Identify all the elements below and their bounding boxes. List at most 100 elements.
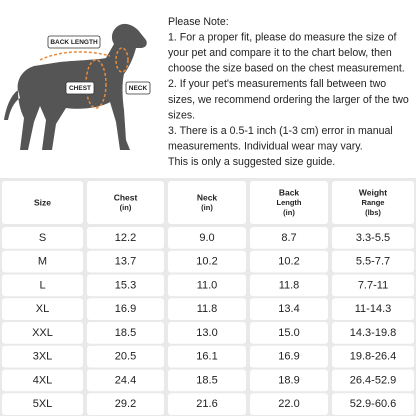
cell-text: 24.4 <box>115 374 136 386</box>
label: CHEST <box>69 85 91 92</box>
cell <box>250 393 328 415</box>
note-line: measurements. Individual wear may vary. <box>168 141 363 153</box>
cell-text: 4XL <box>33 374 53 386</box>
back-line <box>39 51 111 61</box>
cell-text: L <box>39 279 45 291</box>
cell <box>250 322 328 344</box>
cell <box>87 322 164 344</box>
cell-text: 13.4 <box>278 303 299 315</box>
header-text: Back <box>279 187 300 197</box>
cell-text: XXL <box>32 327 53 339</box>
header-text: (lbs) <box>365 208 381 217</box>
header-text: Chest <box>114 192 138 202</box>
cell <box>168 274 246 297</box>
cell <box>87 393 164 415</box>
cell <box>168 227 246 249</box>
cell <box>332 393 414 415</box>
cell <box>250 369 328 392</box>
cell-text: M <box>38 256 47 268</box>
header-cell <box>332 181 414 224</box>
cell <box>168 369 246 392</box>
header-text: Neck <box>197 192 218 202</box>
cell-text: 16.9 <box>278 351 299 363</box>
note-line: This is only a suggested size guide. <box>168 156 335 168</box>
cell-text: 11-14.3 <box>355 303 392 315</box>
header-text: (in) <box>283 208 295 217</box>
cell-text: 18.9 <box>278 374 299 386</box>
cell-text: 10.2 <box>196 256 217 268</box>
cell <box>87 274 164 297</box>
note-line: your pet and compare it to the chart bel… <box>168 47 392 59</box>
cell <box>250 345 328 368</box>
cell <box>250 227 328 249</box>
cell-text: 29.2 <box>115 398 136 410</box>
cell-text: 22.0 <box>278 398 299 410</box>
cell <box>2 298 83 320</box>
cell <box>332 227 414 249</box>
header-cell <box>250 181 328 224</box>
cell <box>87 250 164 273</box>
cell <box>2 322 83 344</box>
cell-text: 21.6 <box>196 398 217 410</box>
header-cell <box>168 181 246 224</box>
cell-text: 20.5 <box>115 351 136 363</box>
cell-text: 13.0 <box>196 327 217 339</box>
note-line: sizes, we recommend ordering the larger … <box>168 94 409 106</box>
cell-text: 52.9-60.6 <box>350 398 396 410</box>
cell <box>87 227 164 249</box>
cell <box>332 274 414 297</box>
cell-text: 11.0 <box>197 279 218 291</box>
cell-text: 13.7 <box>115 256 136 268</box>
cell <box>87 369 164 392</box>
cell-text: 15.0 <box>278 327 299 339</box>
cell <box>168 393 246 415</box>
header-text: Range <box>362 198 385 207</box>
label-box <box>65 81 95 95</box>
cell-text: 14.3-19.8 <box>350 327 396 339</box>
cell <box>250 250 328 273</box>
cell <box>168 298 246 320</box>
header-text: (in) <box>120 203 132 212</box>
label: NECK <box>129 85 148 92</box>
cell <box>2 393 83 415</box>
cell-text: 5.5-7.7 <box>356 256 390 268</box>
cell-text: 12.2 <box>115 232 136 244</box>
cell-text: XL <box>36 303 49 315</box>
cell-text: 16.1 <box>196 351 217 363</box>
cell <box>168 345 246 368</box>
cell <box>2 345 83 368</box>
cell-text: S <box>39 232 46 244</box>
cell <box>250 274 328 297</box>
note-line: Please Note: <box>168 16 229 28</box>
cell <box>168 250 246 273</box>
header-cell <box>2 181 83 224</box>
neck-line <box>115 47 129 73</box>
cell <box>332 322 414 344</box>
cell <box>168 322 246 344</box>
cell-text: 3.3-5.5 <box>356 232 390 244</box>
cell <box>87 345 164 368</box>
cell <box>2 250 83 273</box>
cell <box>332 298 414 320</box>
header-cell <box>87 181 164 224</box>
note-line: sizes. <box>168 109 195 121</box>
header-text: Weight <box>359 187 387 197</box>
cell-text: 15.3 <box>115 279 136 291</box>
dog-illustration: BACK LENGTH CHEST NECK <box>4 23 151 151</box>
header-text: (in) <box>201 203 213 212</box>
cell <box>332 369 414 392</box>
cell-text: 18.5 <box>115 327 136 339</box>
cell-text: 5XL <box>33 398 53 410</box>
cell <box>2 227 83 249</box>
note-line: 3. There is a 0.5-1 inch (1-3 cm) error … <box>168 125 393 137</box>
cell-text: 3XL <box>33 351 53 363</box>
label-box <box>47 35 101 49</box>
cell-text: 7.7-11 <box>358 279 388 291</box>
note-line: 2. If your pet's measurements fall betwe… <box>168 78 386 90</box>
cell-text: 19.8-26.4 <box>350 351 396 363</box>
cell <box>87 298 164 320</box>
cell-text: 26.4-52.9 <box>350 374 396 386</box>
cell <box>2 369 83 392</box>
cell <box>332 250 414 273</box>
